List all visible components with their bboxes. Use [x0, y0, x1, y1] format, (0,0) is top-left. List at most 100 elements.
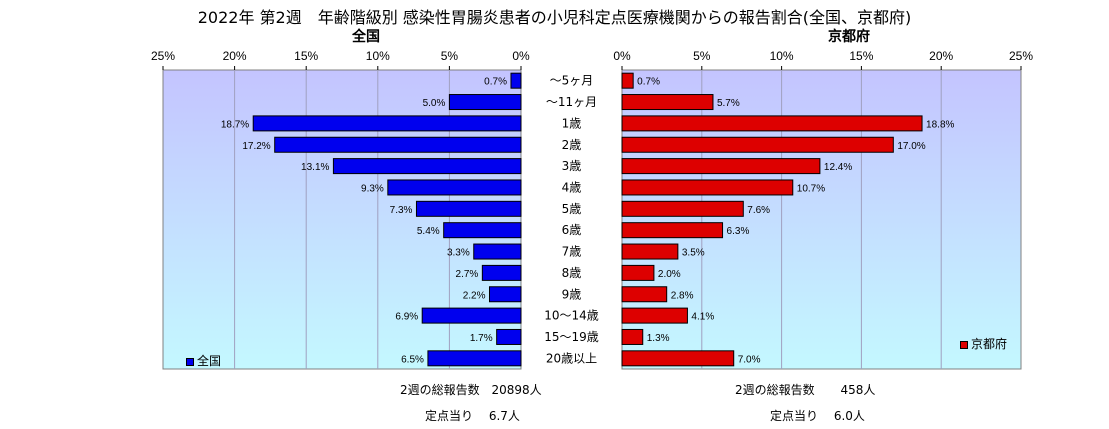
left-data-label: 6.5%	[401, 354, 424, 365]
left-data-label: 2.2%	[463, 290, 486, 301]
right-bar	[621, 222, 724, 239]
left-bar	[415, 200, 522, 217]
left-bar	[274, 136, 522, 153]
right-data-label: 4.1%	[691, 312, 714, 323]
right-bar	[621, 328, 644, 345]
right-bar	[621, 307, 688, 324]
right-panel-title: 京都府	[828, 29, 870, 45]
left-bar	[448, 94, 522, 111]
right-tick-label: 15%	[849, 49, 873, 63]
right-bar	[621, 286, 668, 303]
left-data-label: 5.0%	[423, 98, 446, 109]
right-data-label: 7.6%	[747, 205, 770, 216]
right-data-label: 2.0%	[658, 269, 681, 280]
right-bar	[621, 72, 634, 89]
category-label: 3歳	[562, 159, 582, 173]
kyoto-total-label: 2週の総報告数	[735, 383, 815, 397]
national-total: 2週の総報告数 20898人	[400, 381, 542, 398]
national-per-label: 定点当り	[425, 409, 474, 423]
right-data-label: 10.7%	[797, 183, 825, 194]
right-bar	[621, 158, 821, 175]
national-total-label: 2週の総報告数	[400, 383, 480, 397]
right-data-label: 6.3%	[727, 226, 750, 237]
category-label: 6歳	[562, 223, 582, 237]
right-bar	[621, 243, 679, 260]
category-label: ～5ヶ月	[550, 74, 594, 88]
chart-title: 2022年 第2週 年齢階級別 感染性胃腸炎患者の小児科定点医療機関からの報告割…	[197, 8, 912, 27]
left-data-label: 0.7%	[484, 77, 507, 88]
right-data-label: 5.7%	[717, 98, 740, 109]
left-bar	[488, 286, 522, 303]
category-label: 5歳	[562, 202, 582, 216]
legend-kyoto-swatch	[960, 340, 968, 349]
right-bar	[621, 115, 923, 132]
left-tick-label: 15%	[294, 49, 318, 63]
left-data-label: 9.3%	[361, 183, 384, 194]
right-tick-label: 20%	[929, 49, 953, 63]
category-label: 8歳	[562, 266, 582, 280]
right-bar	[621, 94, 714, 111]
category-label: ～11ヶ月	[546, 95, 597, 109]
right-tick-label: 25%	[1009, 49, 1033, 63]
left-bar	[510, 72, 522, 89]
category-label: 10～14歳	[544, 309, 599, 323]
left-data-label: 18.7%	[221, 119, 249, 130]
left-data-label: 6.9%	[395, 312, 418, 323]
category-label: 15～19歳	[544, 330, 599, 344]
national-per: 定点当り 6.7人	[425, 407, 520, 424]
right-bar	[621, 264, 655, 281]
category-label: 1歳	[562, 116, 582, 130]
left-bar	[427, 350, 522, 367]
left-bar	[443, 222, 522, 239]
legend-kyoto: 京都府	[960, 335, 1007, 352]
left-bar	[481, 264, 522, 281]
left-tick-label: 5%	[441, 49, 459, 63]
left-data-label: 7.3%	[390, 205, 413, 216]
kyoto-per: 定点当り 6.0人	[770, 407, 865, 424]
left-tick-label: 20%	[223, 49, 247, 63]
legend-national: 全国	[186, 352, 221, 369]
national-total-value: 20898人	[491, 383, 542, 397]
right-data-label: 18.8%	[926, 119, 954, 130]
kyoto-total: 2週の総報告数 458人	[735, 381, 875, 398]
left-bar	[387, 179, 522, 196]
left-panel-title: 全国	[352, 29, 380, 45]
kyoto-per-value: 6.0人	[833, 409, 865, 423]
category-label: 9歳	[562, 287, 582, 301]
right-data-label: 3.5%	[682, 248, 705, 259]
left-bar	[421, 307, 522, 324]
kyoto-per-label: 定点当り	[770, 409, 819, 423]
right-tick-label: 0%	[613, 49, 631, 63]
right-bar	[621, 179, 794, 196]
left-tick-label: 0%	[512, 49, 530, 63]
left-data-label: 2.7%	[456, 269, 479, 280]
right-data-label: 1.3%	[647, 333, 670, 344]
left-tick-label: 25%	[151, 49, 175, 63]
category-label: 2歳	[562, 138, 582, 152]
category-label: 20歳以上	[546, 351, 597, 365]
legend-kyoto-label: 京都府	[971, 337, 1008, 351]
left-bar	[252, 115, 522, 132]
left-data-label: 3.3%	[447, 248, 470, 259]
left-tick-label: 10%	[366, 49, 390, 63]
right-bar	[621, 200, 744, 217]
left-data-label: 1.7%	[470, 333, 493, 344]
left-bar	[332, 158, 522, 175]
right-tick-label: 5%	[693, 49, 711, 63]
legend-national-label: 全国	[197, 354, 222, 368]
left-data-label: 5.4%	[417, 226, 440, 237]
category-label: 7歳	[562, 245, 582, 259]
legend-national-swatch	[186, 357, 194, 366]
right-plot-area	[621, 69, 1022, 370]
right-bar	[621, 136, 894, 153]
right-bar	[621, 350, 735, 367]
left-bar	[473, 243, 522, 260]
kyoto-total-value: 458人	[840, 383, 876, 397]
category-label: 4歳	[562, 180, 582, 194]
right-data-label: 12.4%	[824, 162, 852, 173]
national-per-value: 6.7人	[488, 409, 520, 423]
right-data-label: 2.8%	[671, 290, 694, 301]
right-data-label: 17.0%	[897, 141, 925, 152]
right-data-label: 0.7%	[637, 77, 660, 88]
